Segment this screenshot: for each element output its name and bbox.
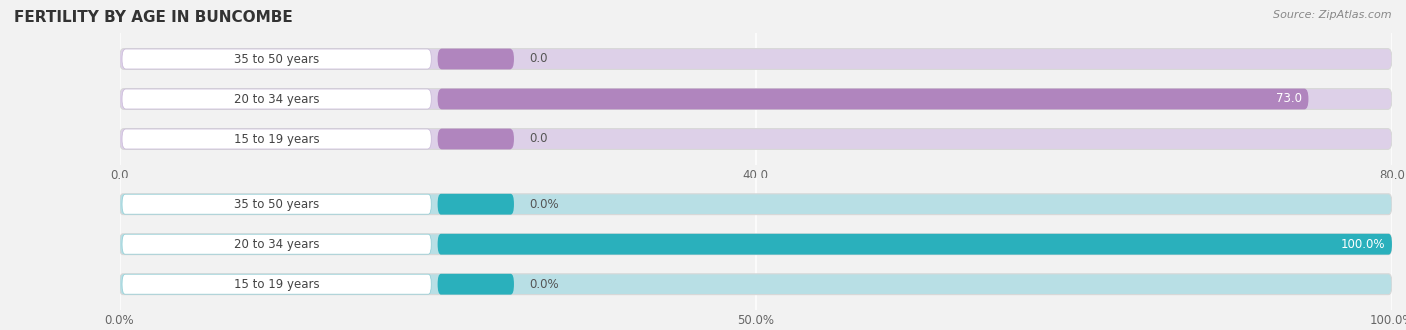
Text: 35 to 50 years: 35 to 50 years xyxy=(233,198,319,211)
FancyBboxPatch shape xyxy=(122,274,432,294)
FancyBboxPatch shape xyxy=(122,129,432,149)
FancyBboxPatch shape xyxy=(120,194,1392,214)
Text: FERTILITY BY AGE IN BUNCOMBE: FERTILITY BY AGE IN BUNCOMBE xyxy=(14,10,292,25)
FancyBboxPatch shape xyxy=(122,234,432,254)
Text: 15 to 19 years: 15 to 19 years xyxy=(233,278,319,291)
Text: 0.0%: 0.0% xyxy=(529,278,558,291)
Text: Source: ZipAtlas.com: Source: ZipAtlas.com xyxy=(1274,10,1392,20)
FancyBboxPatch shape xyxy=(122,49,432,69)
FancyBboxPatch shape xyxy=(120,88,1392,110)
FancyBboxPatch shape xyxy=(120,234,1392,255)
FancyBboxPatch shape xyxy=(437,234,1392,255)
Text: 35 to 50 years: 35 to 50 years xyxy=(233,52,319,65)
Text: 0.0: 0.0 xyxy=(529,133,548,146)
Text: 15 to 19 years: 15 to 19 years xyxy=(233,133,319,146)
FancyBboxPatch shape xyxy=(437,88,1309,110)
Text: 100.0%: 100.0% xyxy=(1341,238,1385,251)
FancyBboxPatch shape xyxy=(437,274,515,295)
FancyBboxPatch shape xyxy=(437,49,515,69)
Text: 0.0%: 0.0% xyxy=(529,198,558,211)
Text: 20 to 34 years: 20 to 34 years xyxy=(233,238,319,251)
FancyBboxPatch shape xyxy=(120,49,1392,69)
FancyBboxPatch shape xyxy=(122,89,432,109)
FancyBboxPatch shape xyxy=(437,129,515,149)
FancyBboxPatch shape xyxy=(120,129,1392,149)
FancyBboxPatch shape xyxy=(120,274,1392,295)
Text: 20 to 34 years: 20 to 34 years xyxy=(233,92,319,106)
Text: 0.0: 0.0 xyxy=(529,52,548,65)
FancyBboxPatch shape xyxy=(122,194,432,214)
Text: 73.0: 73.0 xyxy=(1277,92,1302,106)
FancyBboxPatch shape xyxy=(437,194,515,214)
